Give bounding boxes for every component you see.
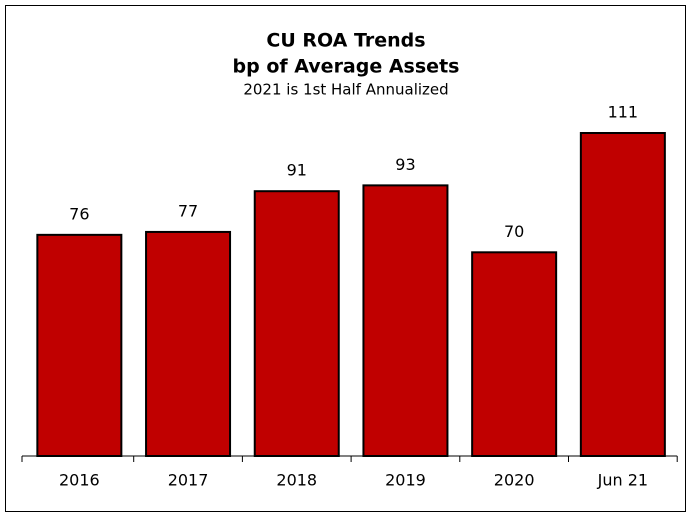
bar <box>253 190 340 457</box>
value-label: 93 <box>395 155 415 174</box>
x-tick-label: 2016 <box>59 471 100 490</box>
value-label: 77 <box>178 201 198 220</box>
value-label: 76 <box>69 204 89 223</box>
x-tick-label: Jun 21 <box>597 471 648 490</box>
bar <box>362 184 449 457</box>
bar <box>145 230 232 457</box>
chart-title: CU ROA Trends <box>266 30 425 52</box>
x-tick-label: 2019 <box>385 471 426 490</box>
value-label: 111 <box>608 103 639 122</box>
x-tick-label: 2018 <box>276 471 317 490</box>
bar <box>579 132 666 457</box>
annotation: 2021 is 1st Half Annualized <box>243 81 448 99</box>
value-label: 70 <box>504 222 524 241</box>
bar <box>471 251 558 457</box>
x-tick-label: 2017 <box>168 471 209 490</box>
x-tick-label: 2020 <box>494 471 535 490</box>
chart-subtitle: bp of Average Assets <box>233 56 460 78</box>
value-label: 91 <box>287 161 307 180</box>
bar <box>36 233 123 457</box>
